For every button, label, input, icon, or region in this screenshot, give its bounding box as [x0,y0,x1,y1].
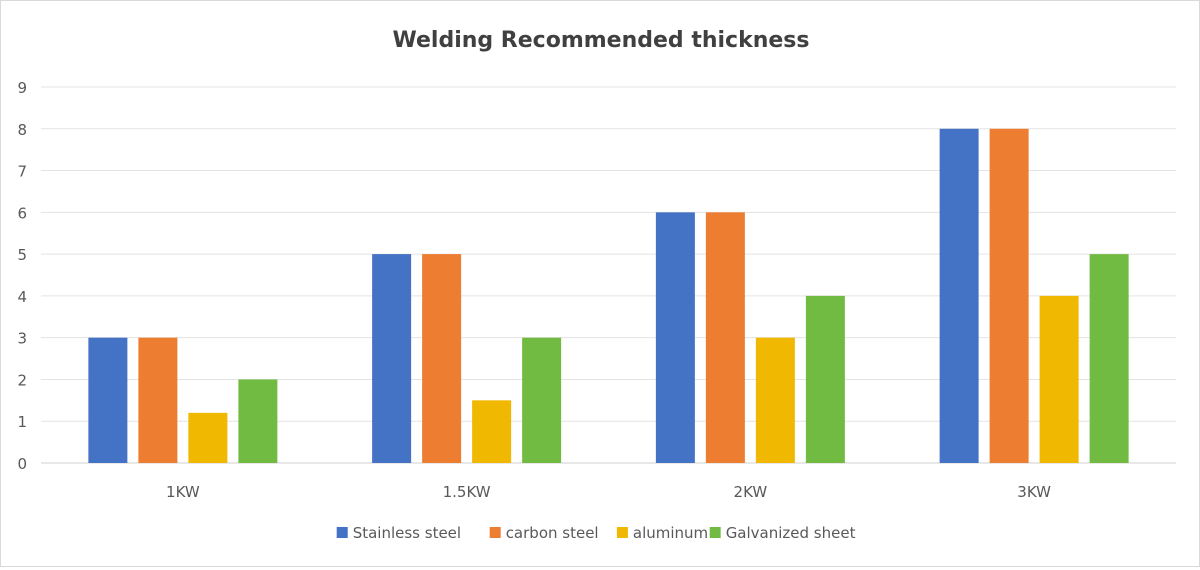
bar-carbon-steel-2kw [705,212,745,463]
y-tick-label: 5 [17,246,27,264]
legend-label: carbon steel [506,524,599,542]
bar-galvanized-sheet-1kw [238,379,278,463]
y-tick-label: 3 [17,330,27,348]
bar-stainless-steel-1.5kw [372,254,412,463]
chart-title: Welding Recommended thickness [393,28,810,53]
bar-aluminum-1kw [188,412,228,463]
x-tick-label: 2KW [734,483,768,501]
legend-swatch [336,527,348,538]
legend-label: Galvanized sheet [726,524,856,542]
bar-galvanized-sheet-1.5kw [522,337,562,463]
x-tick-label: 1.5KW [443,483,491,501]
legend-label: Stainless steel [353,524,461,542]
bar-galvanized-sheet-2kw [805,295,845,463]
x-axis-ticks: 1KW 1.5KW 2KW 3KW [166,483,1051,501]
y-tick-label: 1 [17,413,27,431]
x-tick-label: 1KW [166,483,200,501]
y-tick-label: 8 [17,121,27,139]
y-tick-label: 0 [17,455,27,473]
bar-galvanized-sheet-3kw [1089,254,1129,463]
y-tick-label: 6 [17,204,27,222]
bar-aluminum-2kw [755,337,795,463]
bar-stainless-steel-1kw [88,337,128,463]
bar-carbon-steel-1kw [138,337,178,463]
bar-carbon-steel-3kw [989,128,1029,463]
bar-stainless-steel-2kw [655,212,695,463]
legend-swatch [616,527,628,538]
legend: Stainless steel carbon steel aluminum Galva… [336,524,856,542]
bar-carbon-steel-1.5kw [422,254,462,463]
legend-swatch [489,527,501,538]
bars [88,128,1129,463]
x-tick-label: 3KW [1017,483,1051,501]
bar-aluminum-3kw [1039,295,1079,463]
y-tick-label: 4 [17,288,27,306]
bar-stainless-steel-3kw [939,128,979,463]
gridlines [41,86,1176,464]
y-tick-label: 9 [17,79,27,97]
y-axis-ticks: 0 1 2 3 4 5 6 7 8 9 [17,79,27,473]
y-tick-label: 7 [17,163,27,181]
legend-label: aluminum [633,524,708,542]
y-tick-label: 2 [17,371,27,389]
bar-aluminum-1.5kw [472,400,512,463]
legend-swatch [709,527,721,538]
